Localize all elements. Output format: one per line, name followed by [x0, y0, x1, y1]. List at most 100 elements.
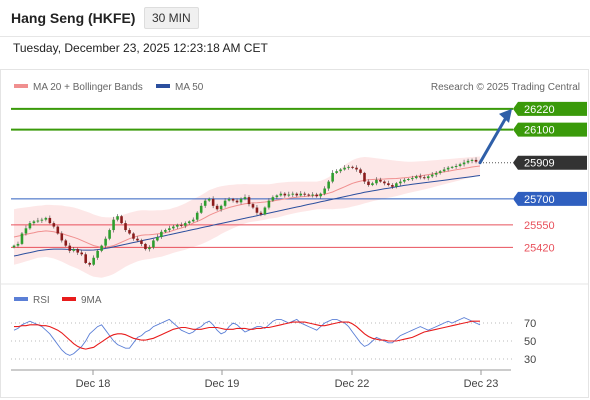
rsi-tick-label: 70 — [524, 318, 536, 330]
level-label-25700: 25700 — [524, 194, 555, 206]
candle-body — [243, 197, 247, 199]
x-tick-label: Dec 18 — [76, 378, 111, 390]
candle-body — [227, 198, 231, 201]
rsi-line — [13, 317, 481, 356]
rsi-grid: 70 50 30 — [11, 318, 536, 366]
candle-body — [474, 159, 478, 162]
level-label-25420: 25420 — [524, 242, 555, 254]
candle-body — [335, 171, 338, 173]
candle-body — [32, 221, 36, 224]
candle-body — [299, 193, 303, 196]
candle-body — [379, 179, 382, 182]
candle-body — [267, 200, 271, 208]
candle-body — [219, 205, 223, 210]
candle-body — [191, 219, 195, 222]
candle-body — [287, 194, 291, 196]
candle-body — [24, 228, 28, 234]
candle-body — [466, 160, 470, 163]
legend-swatch-9ma — [62, 297, 76, 301]
chart-header: Hang Seng (HKFE) 30 MIN — [0, 0, 590, 37]
bollinger-band — [14, 156, 480, 278]
candle-body — [179, 224, 183, 226]
candle-body — [215, 205, 219, 210]
timeframe-badge[interactable]: 30 MIN — [144, 7, 199, 29]
forecast-arrow-shaft — [478, 114, 509, 165]
x-tick-label: Dec 19 — [205, 378, 240, 390]
rsi-tick-label: 50 — [524, 336, 536, 348]
legend-swatch-ma20 — [14, 84, 28, 88]
candle-body — [359, 169, 362, 173]
candle-body — [263, 207, 267, 215]
price-level-labels: 26220 26100 25909 25700 25550 25420 — [513, 101, 587, 254]
candle-body — [223, 200, 227, 206]
candle-body — [442, 169, 446, 172]
candle-body — [323, 188, 326, 194]
candle-body — [311, 194, 315, 196]
candle-body — [247, 197, 251, 205]
candle-body — [239, 198, 243, 203]
level-label-25550: 25550 — [524, 220, 555, 232]
level-tag-25909: 25909 — [513, 155, 587, 170]
legend-swatch-rsi — [14, 297, 28, 301]
candle-body — [407, 178, 410, 180]
candle-body — [44, 217, 48, 220]
ma50-line — [13, 175, 481, 257]
candle-body — [303, 193, 307, 195]
candle-body — [279, 193, 283, 196]
candle-body — [438, 171, 442, 173]
candle-body — [187, 221, 191, 224]
candle-body — [148, 247, 151, 250]
level-tag-26220: 26220 — [513, 101, 587, 116]
candle-body — [152, 240, 155, 248]
candle-body — [195, 212, 199, 220]
candle-body — [422, 177, 426, 179]
x-tick-label: Dec 23 — [464, 378, 499, 390]
candle-body — [156, 236, 159, 241]
candle-body — [251, 204, 255, 208]
candle-body — [291, 193, 295, 195]
candle-body — [347, 166, 350, 168]
candle-body — [100, 245, 103, 251]
candle-body — [168, 228, 171, 231]
price-levels — [11, 107, 513, 248]
legend-label-ma50: MA 50 — [175, 82, 204, 93]
candle-body — [12, 245, 16, 248]
candle-body — [446, 167, 450, 170]
candle-body — [96, 250, 99, 258]
price-legend: MA 20 + Bollinger Bands MA 50 Research ©… — [14, 82, 580, 93]
candle-body — [104, 238, 107, 246]
chart-title: Hang Seng (HKFE) — [11, 10, 136, 26]
candle-body — [327, 181, 330, 189]
level-tag-shape — [513, 122, 587, 137]
candle-body — [351, 166, 354, 168]
legend-swatch-ma50 — [156, 84, 170, 88]
candle-body — [418, 176, 422, 178]
candle-body — [207, 198, 211, 201]
candle-body — [470, 159, 474, 161]
bollinger-area — [14, 156, 480, 278]
candle-body — [20, 233, 24, 244]
candle-body — [172, 226, 175, 229]
candle-body — [458, 164, 462, 166]
candle-body — [454, 165, 458, 167]
candle-body — [275, 195, 279, 198]
candle-body — [231, 198, 235, 201]
legend-label-ma20: MA 20 + Bollinger Bands — [33, 82, 143, 93]
candle-body — [120, 216, 123, 224]
candle-body — [319, 193, 322, 197]
candle-body — [36, 220, 40, 222]
legend-label-9ma: 9MA — [81, 295, 102, 306]
candle-body — [462, 162, 466, 165]
candle-body — [92, 257, 95, 265]
level-tag-shape — [513, 155, 587, 170]
research-credit: Research © 2025 Trading Central — [431, 82, 580, 93]
candle-body — [203, 200, 207, 206]
candle-body — [160, 231, 163, 237]
x-tick-label: Dec 22 — [335, 378, 370, 390]
candle-body — [76, 249, 80, 253]
candle-body — [199, 205, 203, 213]
level-tag-shape — [513, 101, 587, 116]
candle-body — [235, 200, 239, 203]
level-label-26100: 26100 — [524, 125, 555, 137]
